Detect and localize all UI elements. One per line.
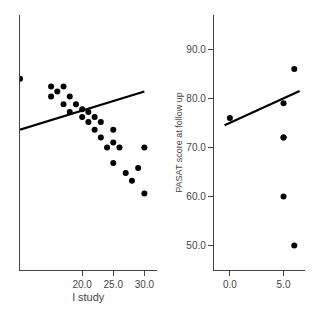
svg-text:20.0: 20.0 — [72, 279, 92, 290]
svg-text:50.0: 50.0 — [186, 240, 206, 251]
svg-text:70.0: 70.0 — [186, 142, 206, 153]
svg-text:25.0: 25.0 — [104, 279, 124, 290]
svg-text:l study: l study — [73, 291, 105, 303]
svg-text:80.0: 80.0 — [186, 93, 206, 104]
svg-text:PASAT score at follow up: PASAT score at follow up — [174, 92, 184, 193]
svg-text:0.0: 0.0 — [223, 279, 237, 290]
svg-text:90.0: 90.0 — [186, 44, 206, 55]
svg-text:5.0: 5.0 — [277, 279, 291, 290]
svg-text:60.0: 60.0 — [186, 191, 206, 202]
svg-text:30.0: 30.0 — [135, 279, 155, 290]
